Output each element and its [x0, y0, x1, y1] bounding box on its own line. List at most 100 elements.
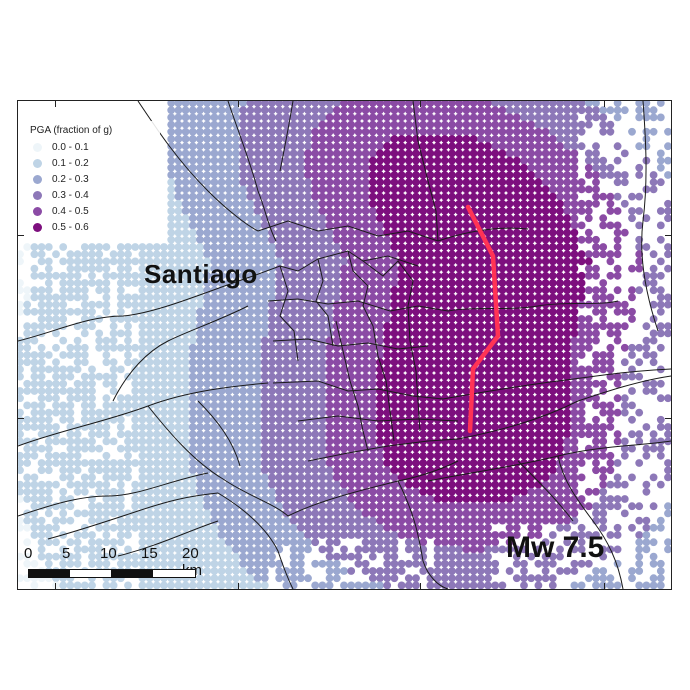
pga-point — [167, 192, 176, 201]
pga-point — [440, 271, 449, 280]
pga-point — [260, 343, 269, 352]
pga-point — [354, 559, 363, 568]
pga-point — [196, 113, 204, 122]
pga-point — [239, 437, 248, 446]
pga-point — [462, 192, 471, 201]
pga-point — [361, 315, 370, 323]
pga-point — [217, 545, 226, 554]
pga-point — [181, 171, 190, 179]
pga-point — [584, 101, 593, 107]
pga-point — [174, 185, 183, 194]
pga-point — [275, 401, 284, 410]
pga-point — [340, 228, 348, 237]
pga-point — [37, 343, 46, 352]
pga-point — [52, 437, 60, 446]
pga-point — [296, 567, 305, 575]
pga-point — [383, 552, 392, 561]
pga-point — [620, 228, 629, 237]
pga-point — [455, 545, 464, 554]
pga-point — [390, 185, 399, 194]
pga-point — [361, 199, 370, 208]
pga-point — [563, 113, 572, 122]
pga-point — [383, 459, 392, 467]
pga-point — [246, 394, 255, 403]
pga-point — [44, 408, 53, 417]
pga-point — [448, 545, 456, 554]
pga-point — [224, 257, 233, 266]
pga-point — [152, 365, 161, 374]
pga-point — [376, 307, 384, 316]
pga-point — [289, 185, 298, 194]
map-frame[interactable]: PGA (fraction of g) 0.0 - 0.1 0.1 - 0.2 … — [17, 100, 672, 590]
pga-point — [376, 394, 384, 403]
pga-point — [203, 495, 212, 503]
pga-point — [620, 307, 629, 316]
pga-point — [541, 394, 550, 403]
pga-point — [613, 531, 622, 539]
pga-point — [340, 185, 348, 194]
pga-point — [520, 444, 528, 453]
pga-point — [469, 271, 478, 280]
pga-point — [584, 286, 593, 295]
pga-point — [498, 444, 507, 453]
pga-point — [527, 315, 536, 323]
pga-point — [361, 329, 370, 338]
pga-point — [246, 228, 255, 237]
pga-point — [44, 531, 53, 539]
pga-point — [232, 437, 240, 446]
pga-point — [304, 358, 312, 367]
pga-point — [664, 473, 671, 482]
pga-point — [527, 185, 536, 194]
pga-point — [476, 545, 485, 554]
pga-point — [563, 329, 572, 338]
pga-point — [664, 459, 671, 467]
pga-point — [167, 531, 176, 539]
pga-point — [505, 101, 514, 107]
pga-point — [563, 300, 572, 309]
pga-point — [577, 257, 586, 266]
pga-point — [239, 430, 248, 439]
pga-point — [296, 415, 305, 424]
pga-point — [462, 228, 471, 237]
pga-point — [188, 300, 197, 309]
pga-point — [203, 343, 212, 352]
pga-point — [174, 163, 183, 172]
pga-point — [246, 243, 255, 251]
pga-point — [527, 394, 536, 403]
pga-point — [570, 142, 579, 151]
pga-point — [512, 221, 521, 230]
pga-point — [246, 495, 255, 503]
pga-point — [613, 235, 622, 244]
pga-point — [548, 336, 557, 345]
pga-point — [433, 322, 442, 331]
pga-point — [361, 531, 370, 539]
pga-point — [491, 372, 500, 381]
pga-point — [361, 243, 370, 251]
pga-point — [232, 101, 240, 107]
pga-point — [239, 415, 248, 424]
pga-point — [318, 365, 327, 374]
pga-point — [332, 127, 341, 136]
pga-point — [656, 444, 665, 453]
pga-point — [476, 408, 485, 417]
pga-point — [160, 279, 168, 287]
pga-point — [296, 473, 305, 482]
pga-point — [18, 286, 24, 295]
pga-point — [462, 552, 471, 561]
pga-point — [304, 545, 312, 554]
pga-point — [340, 214, 348, 223]
pga-point — [260, 408, 269, 417]
pga-point — [635, 531, 644, 539]
pga-point — [44, 286, 53, 295]
pga-point — [181, 163, 190, 172]
pga-point — [628, 387, 636, 395]
pga-point — [18, 387, 24, 395]
pga-point — [491, 581, 500, 589]
pga-point — [282, 351, 291, 359]
pga-point — [116, 531, 125, 539]
pga-point — [59, 415, 68, 424]
pga-point — [354, 101, 363, 107]
pga-point — [491, 214, 500, 223]
pga-point — [246, 358, 255, 367]
pga-point — [109, 358, 118, 367]
